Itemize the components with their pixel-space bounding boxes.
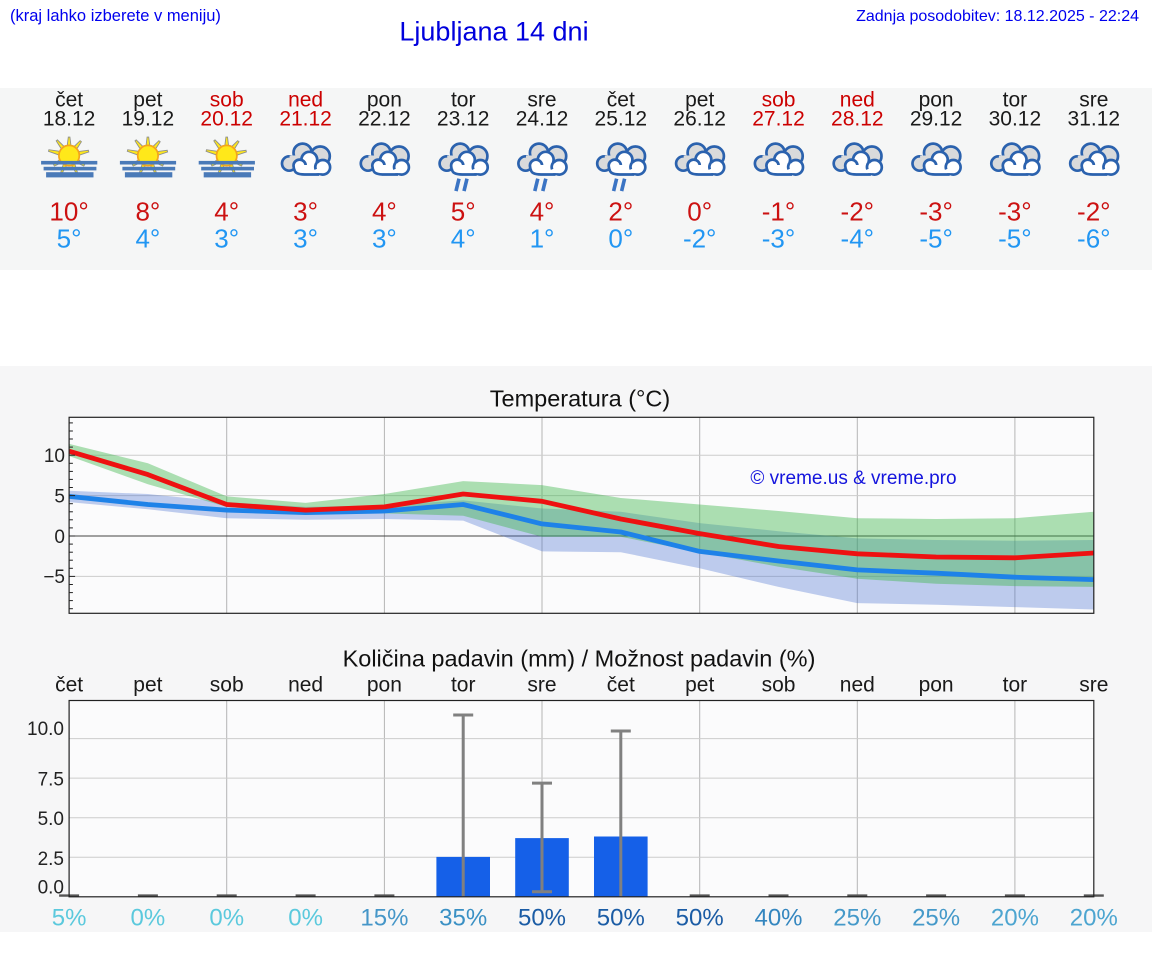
svg-text:0%: 0% <box>209 905 244 932</box>
svg-text:5: 5 <box>54 486 65 507</box>
svg-text:50%: 50% <box>676 905 724 932</box>
svg-text:čet: čet <box>607 674 635 697</box>
svg-text:ned: ned <box>840 89 875 112</box>
svg-text:tor: tor <box>1003 674 1028 697</box>
svg-text:-2°: -2° <box>841 197 875 227</box>
svg-text:čet: čet <box>55 674 83 697</box>
svg-text:čet: čet <box>55 89 83 112</box>
svg-text:-3°: -3° <box>998 197 1032 227</box>
svg-text:27.12: 27.12 <box>752 108 805 131</box>
svg-text:25%: 25% <box>912 905 960 932</box>
svg-text:4°: 4° <box>372 197 397 227</box>
svg-text:-3°: -3° <box>919 197 953 227</box>
svg-text:-4°: -4° <box>841 224 875 254</box>
svg-text:10.0: 10.0 <box>27 719 64 740</box>
svg-text:30.12: 30.12 <box>989 108 1042 131</box>
svg-text:sob: sob <box>210 674 244 697</box>
svg-text:3°: 3° <box>293 224 318 254</box>
svg-text:2.5: 2.5 <box>38 849 64 870</box>
svg-text:18.12: 18.12 <box>43 108 96 131</box>
svg-text:20.12: 20.12 <box>200 108 253 131</box>
svg-text:-5°: -5° <box>998 224 1032 254</box>
svg-text:pon: pon <box>919 89 954 112</box>
svg-text:4°: 4° <box>214 197 239 227</box>
svg-text:Temperatura (°C): Temperatura (°C) <box>490 386 670 412</box>
svg-text:0.0: 0.0 <box>38 877 64 898</box>
svg-text:sob: sob <box>210 89 244 112</box>
svg-text:sre: sre <box>1079 89 1108 112</box>
svg-text:28.12: 28.12 <box>831 108 884 131</box>
svg-text:23.12: 23.12 <box>437 108 490 131</box>
svg-text:50%: 50% <box>518 905 566 932</box>
svg-text:24.12: 24.12 <box>516 108 569 131</box>
svg-text:1°: 1° <box>530 224 555 254</box>
svg-text:19.12: 19.12 <box>122 108 175 131</box>
svg-text:0°: 0° <box>608 224 633 254</box>
svg-text:pet: pet <box>685 674 714 697</box>
svg-text:29.12: 29.12 <box>910 108 963 131</box>
svg-text:Zadnja posodobitev: 18.12.2025: Zadnja posodobitev: 18.12.2025 - 22:24 <box>856 8 1139 25</box>
svg-text:4°: 4° <box>451 224 476 254</box>
svg-text:-2°: -2° <box>1077 197 1111 227</box>
svg-text:0°: 0° <box>687 197 712 227</box>
svg-text:20%: 20% <box>1070 905 1118 932</box>
svg-text:3°: 3° <box>372 224 397 254</box>
svg-text:-2°: -2° <box>683 224 717 254</box>
svg-text:35%: 35% <box>439 905 487 932</box>
svg-text:0%: 0% <box>131 905 166 932</box>
svg-text:ned: ned <box>288 674 323 697</box>
svg-text:sre: sre <box>527 89 556 112</box>
svg-text:sob: sob <box>762 89 796 112</box>
svg-text:4°: 4° <box>135 224 160 254</box>
svg-text:(kraj lahko izberete v meniju): (kraj lahko izberete v meniju) <box>10 7 221 25</box>
svg-text:-5°: -5° <box>919 224 953 254</box>
svg-text:21.12: 21.12 <box>279 108 332 131</box>
svg-text:25.12: 25.12 <box>595 108 648 131</box>
svg-text:Količina padavin (mm) / Možnos: Količina padavin (mm) / Možnost padavin … <box>343 646 816 672</box>
svg-text:-6°: -6° <box>1077 224 1111 254</box>
svg-text:22.12: 22.12 <box>358 108 411 131</box>
svg-text:pet: pet <box>133 89 162 112</box>
svg-text:0: 0 <box>54 527 65 548</box>
svg-text:50%: 50% <box>597 905 645 932</box>
svg-text:8°: 8° <box>135 197 160 227</box>
svg-text:26.12: 26.12 <box>673 108 726 131</box>
svg-text:4°: 4° <box>530 197 555 227</box>
svg-text:pon: pon <box>919 674 954 697</box>
svg-text:sre: sre <box>527 674 556 697</box>
svg-text:5%: 5% <box>52 905 87 932</box>
svg-text:-3°: -3° <box>762 224 796 254</box>
svg-text:tor: tor <box>451 674 476 697</box>
svg-text:2°: 2° <box>608 197 633 227</box>
svg-text:−5: −5 <box>43 567 65 588</box>
svg-text:5°: 5° <box>57 224 82 254</box>
svg-text:pet: pet <box>133 674 162 697</box>
svg-text:10: 10 <box>44 446 65 467</box>
svg-text:20%: 20% <box>991 905 1039 932</box>
svg-text:ned: ned <box>288 89 323 112</box>
svg-text:7.5: 7.5 <box>38 769 64 790</box>
svg-text:31.12: 31.12 <box>1068 108 1121 131</box>
svg-text:40%: 40% <box>754 905 802 932</box>
svg-text:tor: tor <box>451 89 476 112</box>
svg-text:5°: 5° <box>451 197 476 227</box>
svg-text:10°: 10° <box>49 197 88 227</box>
svg-text:ned: ned <box>840 674 875 697</box>
svg-text:sre: sre <box>1079 674 1108 697</box>
svg-text:25%: 25% <box>833 905 881 932</box>
svg-text:0%: 0% <box>288 905 323 932</box>
svg-text:3°: 3° <box>293 197 318 227</box>
svg-text:Ljubljana 14 dni: Ljubljana 14 dni <box>399 17 588 47</box>
svg-text:čet: čet <box>607 89 635 112</box>
svg-text:15%: 15% <box>360 905 408 932</box>
svg-text:tor: tor <box>1003 89 1028 112</box>
svg-text:-1°: -1° <box>762 197 796 227</box>
svg-text:5.0: 5.0 <box>38 809 64 830</box>
svg-text:sob: sob <box>762 674 796 697</box>
svg-text:3°: 3° <box>214 224 239 254</box>
svg-text:pet: pet <box>685 89 714 112</box>
svg-text:© vreme.us & vreme.pro: © vreme.us & vreme.pro <box>750 468 956 489</box>
svg-text:pon: pon <box>367 674 402 697</box>
svg-text:pon: pon <box>367 89 402 112</box>
